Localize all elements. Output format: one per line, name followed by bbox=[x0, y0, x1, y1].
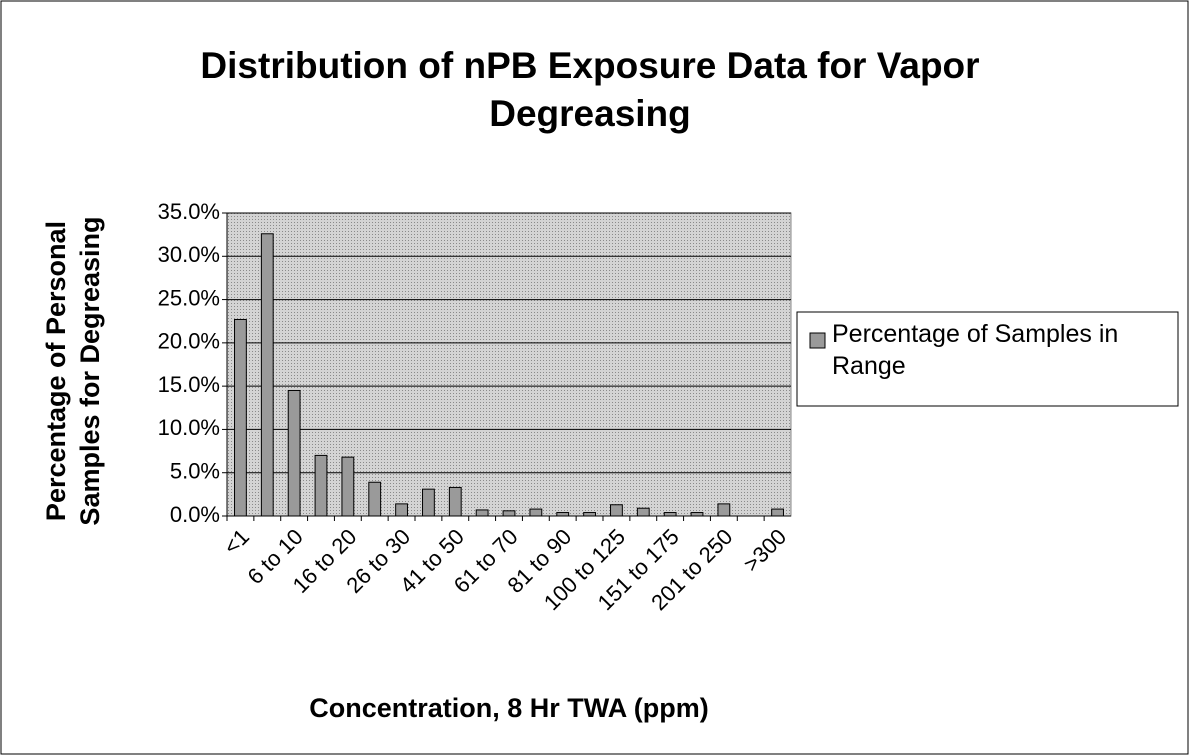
chart-title: Distribution of nPB Exposure Data for Va… bbox=[200, 45, 980, 134]
bar bbox=[717, 503, 731, 517]
bar bbox=[475, 509, 489, 517]
bar bbox=[610, 504, 623, 517]
bar bbox=[663, 512, 677, 517]
bar bbox=[287, 389, 301, 517]
y-tick-label: 10.0% bbox=[158, 415, 220, 440]
bar bbox=[448, 486, 462, 517]
x-tick-label: <1 bbox=[219, 524, 254, 559]
y-axis-title: Percentage of Personal Samples for Degre… bbox=[41, 216, 105, 526]
x-axis-title: Concentration, 8 Hr TWA (ppm) bbox=[309, 693, 709, 723]
legend-box bbox=[796, 311, 1179, 407]
bar bbox=[395, 503, 408, 517]
bar bbox=[583, 512, 596, 517]
legend-swatch bbox=[809, 332, 826, 349]
bar bbox=[368, 481, 382, 517]
bar bbox=[422, 488, 435, 517]
bar bbox=[234, 318, 247, 517]
y-tick-label: 20.0% bbox=[158, 329, 220, 354]
bar bbox=[529, 508, 543, 517]
y-tick-label: 35.0% bbox=[158, 199, 220, 224]
bar bbox=[556, 512, 570, 517]
plot-area bbox=[226, 212, 792, 517]
y-tick-label: 15.0% bbox=[158, 372, 220, 397]
x-tick-label: >300 bbox=[738, 524, 791, 577]
y-tick-label: 5.0% bbox=[170, 459, 220, 484]
bar bbox=[314, 454, 328, 517]
bar bbox=[341, 456, 355, 517]
bar bbox=[771, 508, 784, 517]
y-tick-label: 30.0% bbox=[158, 242, 220, 267]
bar bbox=[502, 510, 516, 517]
bar bbox=[690, 512, 704, 517]
y-tick-label: 0.0% bbox=[170, 502, 220, 527]
bar bbox=[260, 233, 274, 517]
bar bbox=[636, 507, 650, 517]
y-tick-label: 25.0% bbox=[158, 285, 220, 310]
legend-label: Percentage of Samples in Range bbox=[832, 320, 1119, 380]
